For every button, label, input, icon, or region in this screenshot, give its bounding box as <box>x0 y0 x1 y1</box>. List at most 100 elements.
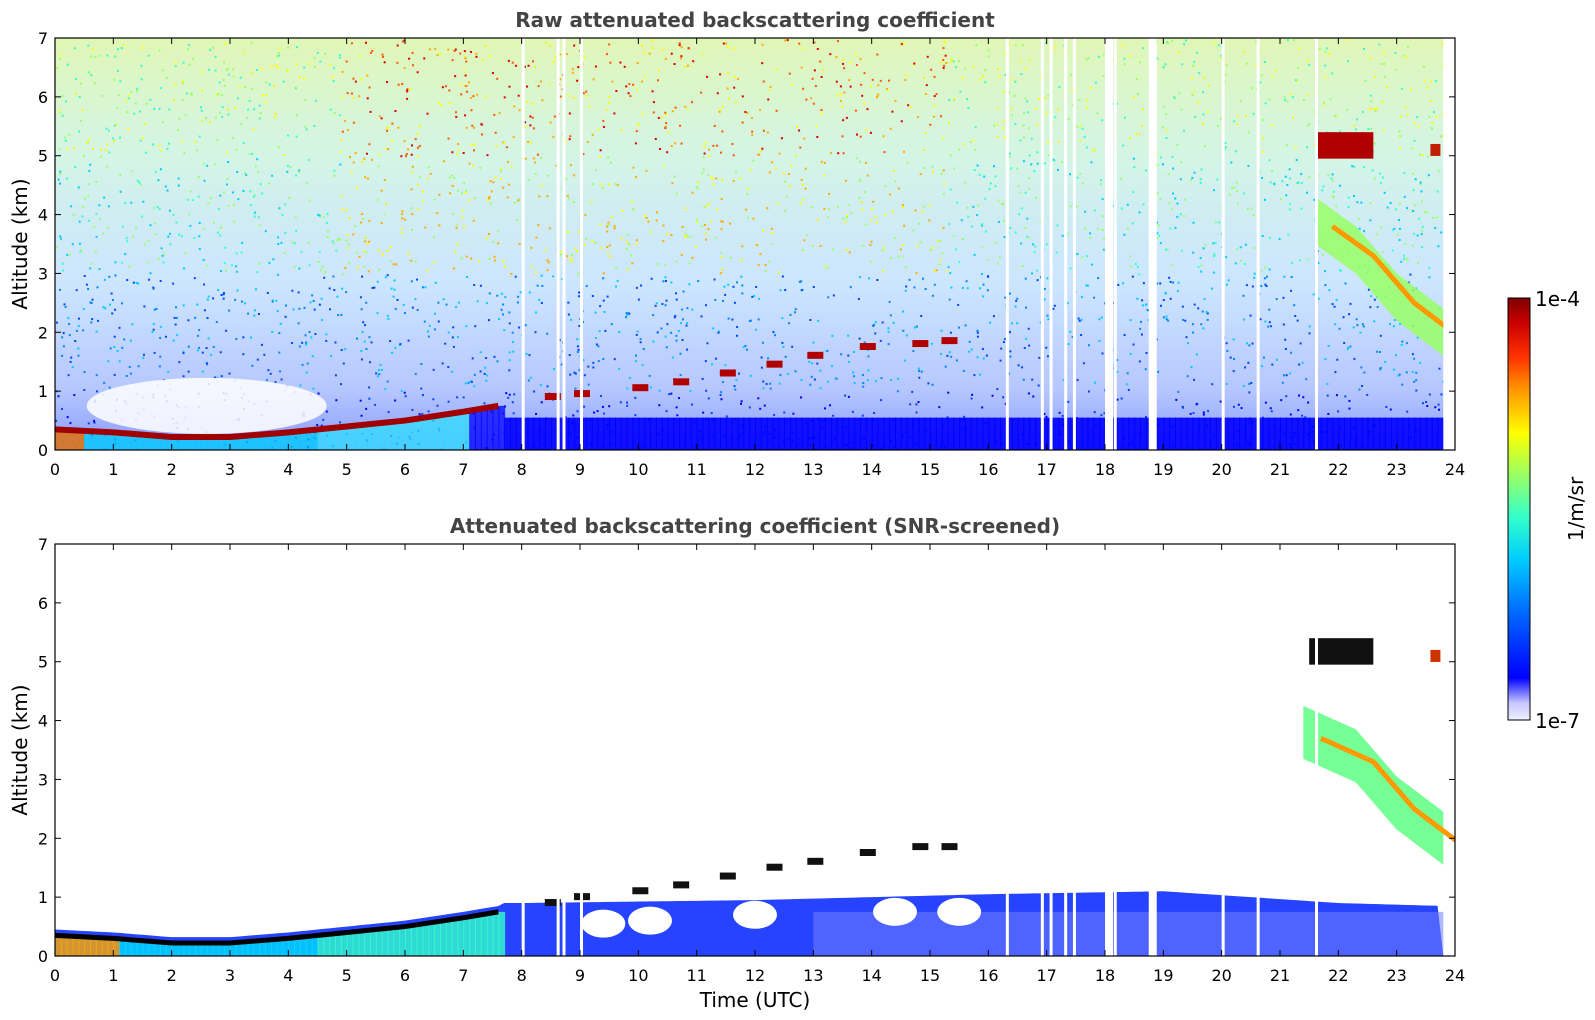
screened-bl-column <box>72 936 80 956</box>
x-tick-label: 8 <box>517 966 527 985</box>
raw-speckle-pixel <box>103 278 106 281</box>
raw-speckle-pixel <box>72 214 75 217</box>
raw-low-column <box>1402 417 1410 450</box>
raw-speckle-pixel <box>1287 39 1290 42</box>
raw-speckle-pixel <box>1233 186 1236 189</box>
raw-speckle-pixel <box>751 117 754 120</box>
raw-boundary-layer-top <box>55 402 499 441</box>
raw-speckle-pixel <box>106 165 109 168</box>
screened-bl-column <box>416 924 424 956</box>
raw-speckle-pixel <box>183 267 186 270</box>
raw-speckle-pixel <box>720 228 723 231</box>
raw-speckle-pixel <box>598 155 601 158</box>
raw-speckle-pixel <box>1192 251 1195 254</box>
raw-speckle-pixel <box>1402 257 1405 260</box>
raw-speckle-pixel <box>497 230 500 233</box>
raw-speckle-pixel <box>313 65 316 68</box>
raw-low-column <box>364 424 371 450</box>
raw-speckle-pixel <box>165 76 168 79</box>
raw-speckle-pixel <box>864 223 867 226</box>
raw-speckle-pixel <box>1093 209 1096 212</box>
raw-speckle-pixel <box>987 49 990 52</box>
raw-low-column <box>632 417 640 450</box>
raw-speckle-pixel <box>1421 200 1424 203</box>
raw-speckle-pixel <box>684 105 687 108</box>
raw-speckle-pixel <box>59 288 62 291</box>
raw-speckle-pixel <box>573 174 576 177</box>
raw-speckle-pixel <box>228 372 231 375</box>
raw-speckle-pixel <box>1360 201 1363 204</box>
raw-speckle-pixel <box>1275 358 1278 361</box>
x-tick-label: 1 <box>108 966 118 985</box>
raw-speckle-pixel <box>664 280 667 283</box>
screened-bl-column <box>119 938 126 956</box>
raw-speckle-pixel <box>504 265 507 268</box>
raw-speckle-pixel <box>931 165 934 168</box>
raw-speckle-pixel <box>426 112 429 115</box>
raw-data-gap <box>1148 38 1157 450</box>
raw-data-gap <box>562 38 566 450</box>
colorbar-min-label: 1e-7 <box>1535 709 1580 733</box>
raw-speckle-pixel <box>371 286 374 289</box>
raw-speckle-pixel <box>1335 394 1338 397</box>
raw-speckle-pixel <box>58 148 61 151</box>
raw-speckle-pixel <box>989 321 992 324</box>
raw-speckle-pixel <box>705 204 708 207</box>
raw-speckle-pixel <box>395 263 398 266</box>
raw-speckle-pixel <box>664 111 667 114</box>
raw-speckle-pixel <box>1329 98 1332 101</box>
raw-low-column <box>807 417 815 450</box>
raw-low-column <box>1256 417 1264 450</box>
raw-speckle-pixel <box>688 283 691 286</box>
raw-speckle-pixel <box>303 306 306 309</box>
raw-speckle-pixel <box>1165 136 1168 139</box>
raw-speckle-pixel <box>691 308 694 311</box>
screened-bl-column <box>311 935 319 956</box>
raw-speckle-pixel <box>819 60 822 63</box>
raw-speckle-pixel <box>1145 169 1148 172</box>
raw-speckle-pixel <box>356 337 359 340</box>
raw-speckle-pixel <box>1131 275 1134 278</box>
raw-speckle-pixel <box>1391 228 1394 231</box>
raw-speckle-pixel <box>664 335 667 338</box>
raw-speckle-pixel <box>1013 94 1016 97</box>
raw-speckle-pixel <box>493 259 496 262</box>
raw-speckle-pixel <box>841 105 844 108</box>
raw-speckle-pixel <box>882 246 885 249</box>
raw-speckle-pixel <box>157 179 160 182</box>
raw-speckle-pixel <box>1343 341 1346 344</box>
raw-speckle-pixel <box>1020 242 1023 245</box>
raw-speckle-pixel <box>457 189 460 192</box>
raw-speckle-pixel <box>227 73 230 76</box>
raw-speckle-pixel <box>1071 104 1074 107</box>
raw-speckle-pixel <box>649 386 652 389</box>
raw-speckle-pixel <box>573 371 576 374</box>
raw-speckle-pixel <box>455 223 458 226</box>
raw-speckle-pixel <box>686 348 689 351</box>
raw-speckle-pixel <box>571 71 574 74</box>
raw-speckle-pixel <box>1112 102 1115 105</box>
raw-speckle-pixel <box>333 169 336 172</box>
raw-speckle-pixel <box>1036 123 1039 126</box>
raw-speckle-pixel <box>128 94 131 97</box>
raw-speckle-pixel <box>1046 141 1049 144</box>
raw-speckle-pixel <box>625 248 628 251</box>
raw-speckle-pixel <box>1284 175 1287 178</box>
raw-speckle-pixel <box>741 121 744 124</box>
raw-speckle-pixel <box>73 147 76 150</box>
raw-speckle-pixel <box>106 143 109 146</box>
raw-speckle-pixel <box>1381 176 1384 179</box>
raw-speckle-pixel <box>1052 158 1055 161</box>
raw-speckle-pixel <box>1260 284 1263 287</box>
raw-speckle-pixel <box>1165 248 1168 251</box>
raw-speckle-pixel <box>1083 136 1086 139</box>
raw-speckle-pixel <box>832 248 835 251</box>
raw-speckle-pixel <box>1129 352 1132 355</box>
raw-speckle-pixel <box>809 318 812 321</box>
raw-speckle-pixel <box>981 348 984 351</box>
raw-speckle-pixel <box>1028 187 1031 190</box>
raw-speckle-pixel <box>143 122 146 125</box>
raw-speckle-pixel <box>208 121 211 124</box>
raw-speckle-pixel <box>939 61 942 64</box>
raw-low-column <box>230 437 237 450</box>
